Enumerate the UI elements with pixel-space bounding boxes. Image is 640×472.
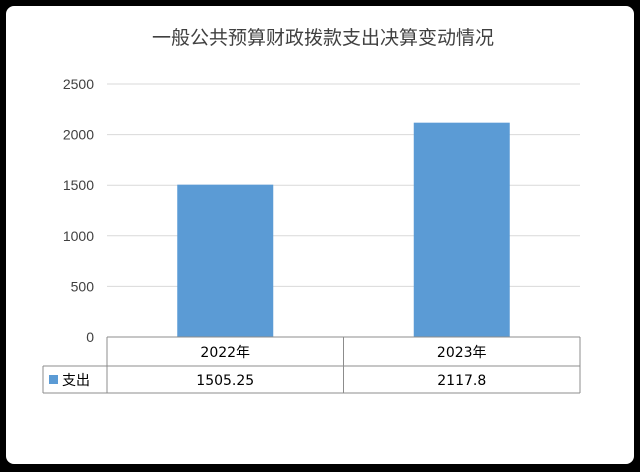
y-tick-label: 0 <box>86 329 94 345</box>
y-tick-label: 2500 <box>63 76 94 92</box>
bar <box>177 184 274 337</box>
bars <box>177 122 510 337</box>
y-tick-label: 500 <box>71 278 95 294</box>
axis: 0 500 1000 1500 2000 2500 <box>63 76 94 345</box>
data-label: 1505.25 <box>196 373 254 389</box>
data-label: 2117.8 <box>437 373 486 389</box>
category-label: 2023年 <box>437 345 487 361</box>
chart-title: 一般公共预算财政拨款支出决算变动情况 <box>152 27 494 49</box>
chart-panel <box>6 6 634 464</box>
legend-key <box>49 375 58 384</box>
series-name: 支出 <box>62 373 90 389</box>
bar <box>413 122 510 337</box>
category-label: 2022年 <box>200 345 250 361</box>
y-tick-label: 2000 <box>63 127 94 143</box>
y-tick-label: 1500 <box>63 177 94 193</box>
y-tick-label: 1000 <box>63 228 94 244</box>
